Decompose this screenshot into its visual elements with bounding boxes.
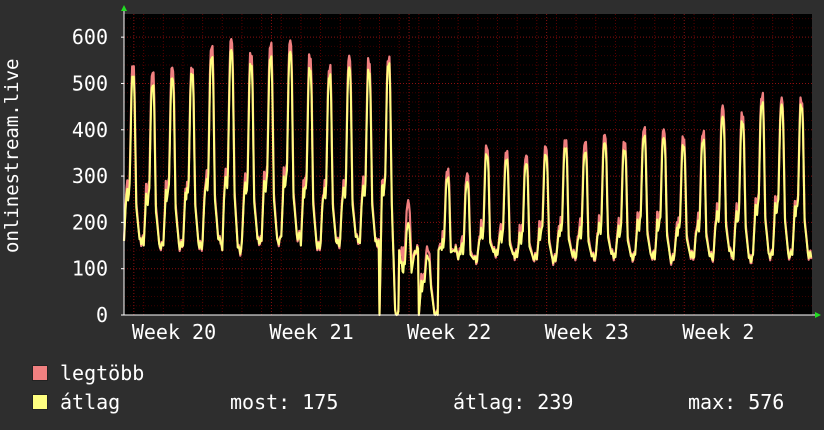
x-tick-label: Week 20 xyxy=(132,320,216,344)
legend-swatch-avg xyxy=(32,394,48,410)
legend-item-avg: átlag xyxy=(32,390,121,414)
x-axis-arrow xyxy=(815,312,821,318)
y-axis-label: onlinestream.live xyxy=(1,58,23,253)
y-tick-label: 300 xyxy=(72,164,108,188)
legend-label-avg: átlag xyxy=(60,390,121,414)
y-axis-arrow xyxy=(121,5,127,11)
y-tick-label: 500 xyxy=(72,71,108,95)
legend-item-max: legtöbb xyxy=(32,361,145,385)
y-tick-label: 200 xyxy=(72,210,108,234)
stat-now: most: 175 xyxy=(230,390,339,414)
stat-average: átlag: 239 xyxy=(453,390,574,414)
y-tick-label: 100 xyxy=(72,257,108,281)
plot-area xyxy=(124,14,812,315)
legend-swatch-max xyxy=(32,365,48,381)
y-tick-label: 600 xyxy=(72,25,108,49)
x-tick-label: Week 2 xyxy=(682,320,754,344)
stat-max: max: 576 xyxy=(688,390,785,414)
x-tick-label: Week 22 xyxy=(407,320,491,344)
series-line-avg xyxy=(123,49,813,316)
legend-label-max: legtöbb xyxy=(60,361,145,385)
y-tick-label: 0 xyxy=(96,303,108,327)
x-tick-label: Week 23 xyxy=(545,320,629,344)
y-tick-label: 400 xyxy=(72,118,108,142)
x-tick-label: Week 21 xyxy=(269,320,353,344)
